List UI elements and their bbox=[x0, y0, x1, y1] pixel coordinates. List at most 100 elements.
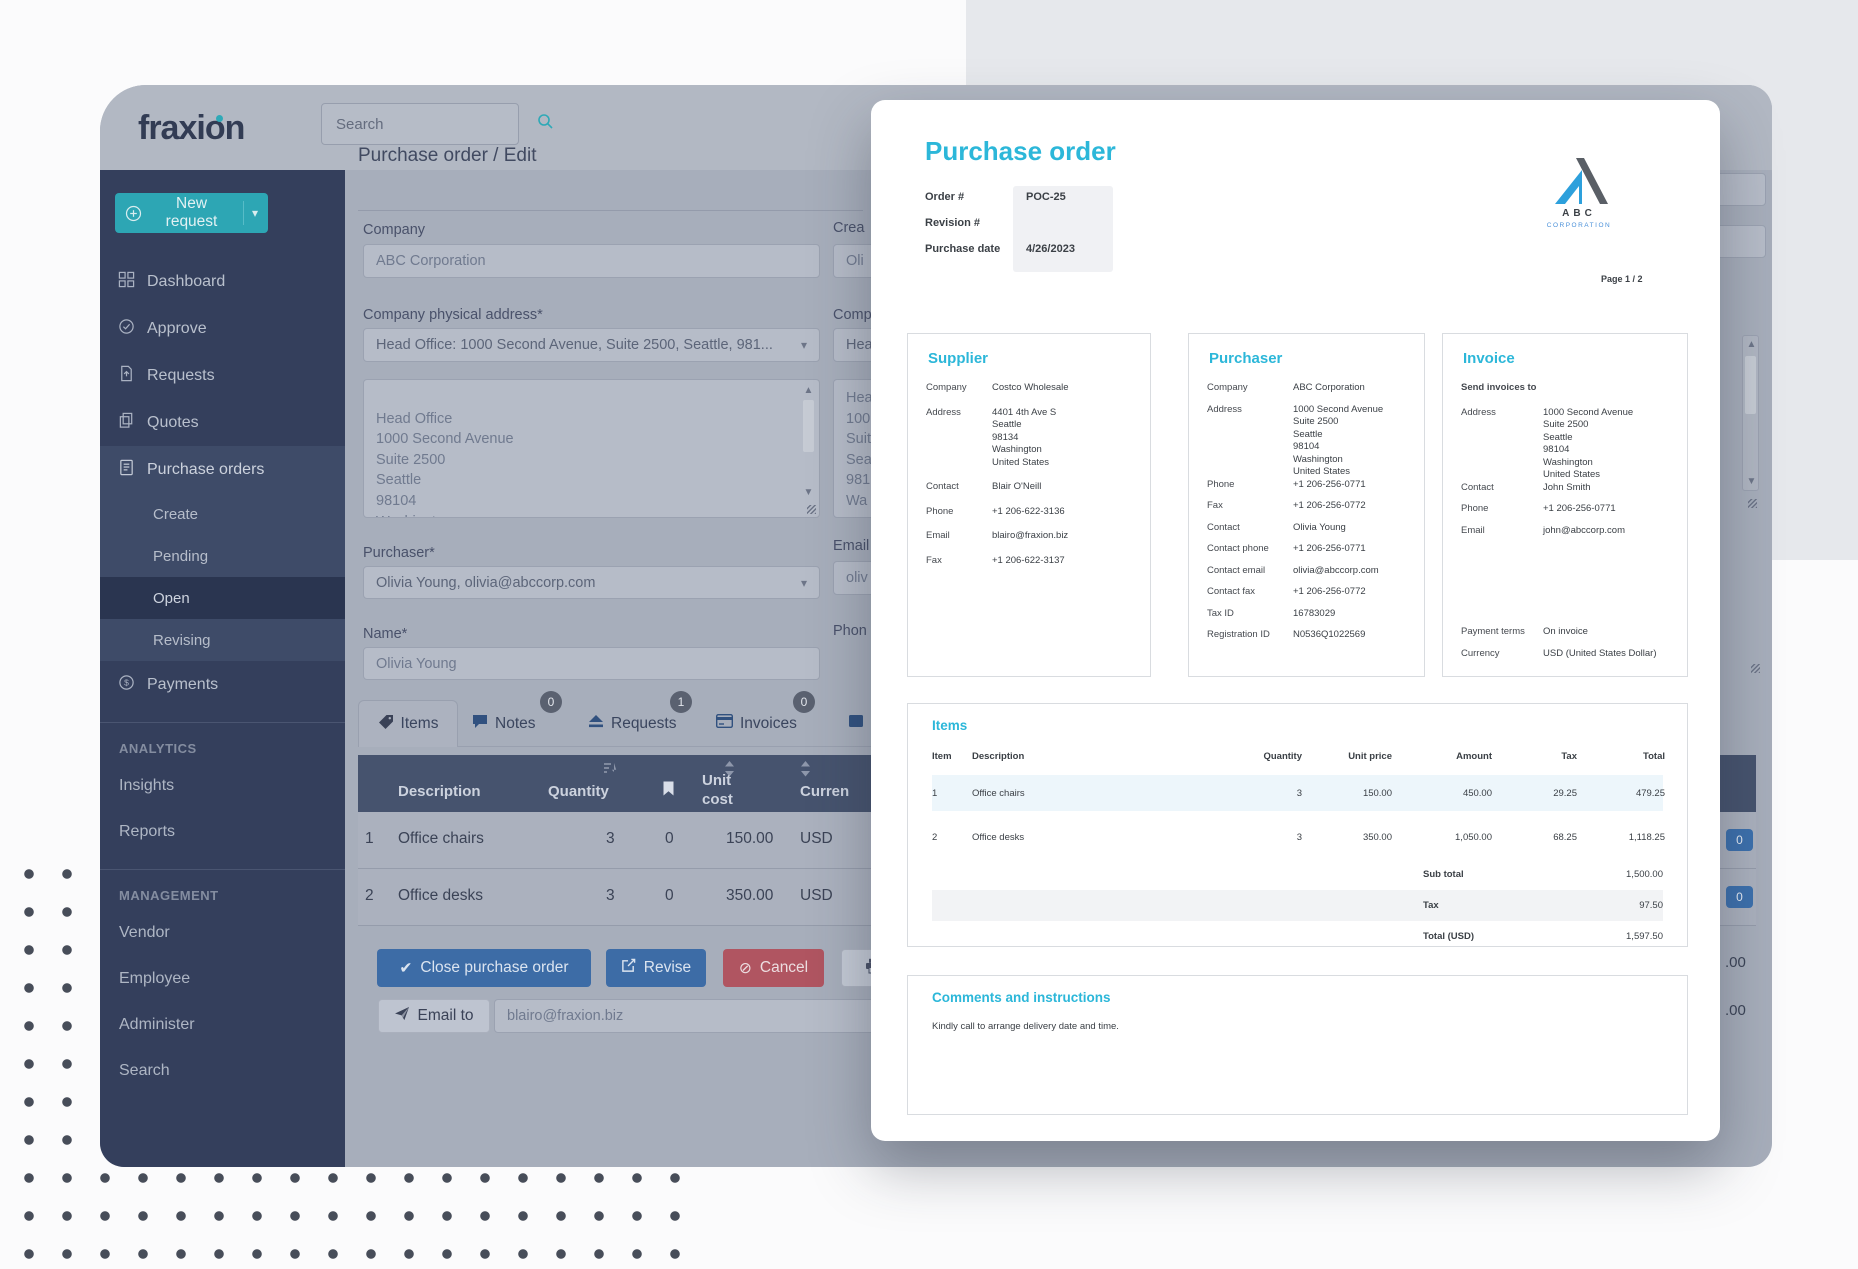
sidebar-item-approve[interactable]: Approve bbox=[100, 305, 345, 352]
sidebar-item-employee[interactable]: Employee bbox=[100, 956, 345, 1002]
subtotal-label: Sub total bbox=[1423, 869, 1464, 880]
purchaser-value: Olivia Young, olivia@abccorp.com bbox=[376, 574, 596, 591]
chevron-down-icon[interactable]: ▾ bbox=[251, 206, 258, 220]
col-quantity[interactable]: Quantity bbox=[548, 783, 609, 800]
col-item: Item bbox=[932, 750, 952, 762]
scroll-down-icon[interactable]: ▼ bbox=[1746, 476, 1757, 487]
chevron-down-icon: ▾ bbox=[800, 338, 807, 352]
sidebar-item-insights[interactable]: Insights bbox=[100, 763, 345, 809]
tab-notes[interactable]: Notes bbox=[472, 700, 536, 747]
purchaser-select[interactable]: Olivia Young, olivia@abccorp.com ▾ bbox=[363, 566, 820, 599]
sidebar-item-payments[interactable]: $ Payments bbox=[100, 661, 345, 708]
sidebar-item-dashboard[interactable]: Dashboard bbox=[100, 258, 345, 305]
sidebar-item-po-pending[interactable]: Pending bbox=[100, 535, 345, 577]
field-label: Phone bbox=[1461, 503, 1489, 514]
sidebar-item-requests[interactable]: Requests bbox=[100, 352, 345, 399]
items-header-row: Item Description Quantity Unit price Amo… bbox=[932, 743, 1665, 769]
cancel-button[interactable]: ⊘ Cancel bbox=[723, 949, 824, 987]
field-row: Fax +1 206-256-0772 bbox=[1207, 500, 1406, 513]
company-address-select[interactable]: Head Office: 1000 Second Avenue, Suite 2… bbox=[363, 328, 820, 362]
new-request-button[interactable]: New request ▾ bbox=[115, 193, 268, 233]
row-count-badge[interactable]: 0 bbox=[1726, 886, 1753, 908]
textarea-scrollbar[interactable]: ▲ ▼ bbox=[801, 383, 816, 514]
field-row: Email blairo@fraxion.biz bbox=[926, 530, 1132, 543]
tab-invoices[interactable]: Invoices bbox=[715, 700, 797, 747]
field-label: Email bbox=[1461, 524, 1485, 536]
revise-button[interactable]: Revise bbox=[606, 949, 706, 987]
scrollbar-thumb[interactable] bbox=[1745, 356, 1756, 414]
right-scrollbar[interactable]: ▲ ▼ bbox=[1742, 335, 1759, 491]
cell-quantity: 3 bbox=[1296, 787, 1302, 799]
sidebar-item-label: Requests bbox=[147, 366, 215, 384]
currency-row: Currency USD (United States Dollar) bbox=[1461, 648, 1669, 661]
sidebar-item-po-revising[interactable]: Revising bbox=[100, 619, 345, 661]
field-value: Olivia Young bbox=[1293, 521, 1346, 533]
tab-items[interactable]: Items bbox=[358, 700, 458, 747]
sidebar-divider bbox=[100, 869, 345, 870]
sub-item-label: Pending bbox=[153, 547, 209, 565]
field-value: ABC Corporation bbox=[1293, 382, 1365, 393]
sidebar-item-label: Reports bbox=[119, 823, 176, 840]
resize-handle[interactable] bbox=[806, 504, 817, 515]
email-to-button[interactable]: Email to bbox=[378, 999, 490, 1033]
plus-circle-icon bbox=[125, 205, 142, 222]
resize-handle[interactable] bbox=[1750, 663, 1761, 674]
global-search[interactable] bbox=[321, 103, 553, 145]
item-row: 1 Office chairs 3 150.00 450.00 29.25 47… bbox=[932, 775, 1665, 811]
abc-logo-text: ABC bbox=[1562, 208, 1596, 219]
sort-amount-icon[interactable] bbox=[603, 761, 617, 782]
field-row: Contact fax +1 206-256-0772 bbox=[1207, 586, 1406, 599]
field-value: john@abccorp.com bbox=[1543, 524, 1625, 536]
email-to-field[interactable]: blairo@fraxion.biz bbox=[494, 999, 894, 1033]
col-description[interactable]: Description bbox=[398, 783, 481, 800]
sidebar-item-quotes[interactable]: Quotes bbox=[100, 399, 345, 446]
sidebar-item-po-open[interactable]: Open bbox=[100, 577, 345, 619]
sort-icon[interactable] bbox=[724, 761, 735, 782]
field-value: N0536Q1022569 bbox=[1293, 629, 1366, 640]
cell-amount: 450.00 bbox=[1462, 787, 1492, 799]
sidebar-item-vendor[interactable]: Vendor bbox=[100, 910, 345, 956]
svg-text:$: $ bbox=[124, 677, 129, 687]
sub-item-label: Create bbox=[153, 505, 199, 523]
bookmark-icon[interactable] bbox=[663, 781, 674, 801]
company-address-label: Company physical address* bbox=[363, 307, 543, 323]
sort-icon[interactable] bbox=[800, 761, 811, 782]
sidebar-item-purchase-orders[interactable]: Purchase orders bbox=[100, 446, 345, 493]
meta-value-background bbox=[1013, 186, 1113, 272]
scroll-down-icon[interactable]: ▼ bbox=[803, 487, 814, 498]
field-value: 4401 4th Ave S Seattle 98134 Washington … bbox=[992, 406, 1057, 468]
nav-list: Dashboard Approve Requests Quotes bbox=[100, 258, 345, 1094]
company-postal-label-fragment: Comp bbox=[833, 307, 872, 323]
sidebar-item-administer[interactable]: Administer bbox=[100, 1002, 345, 1048]
field-label: Email bbox=[926, 530, 950, 541]
scroll-up-icon[interactable]: ▲ bbox=[1746, 339, 1757, 350]
subtotal-row: Sub total 1,500.00 bbox=[932, 859, 1663, 890]
invoices-count-badge: 0 bbox=[793, 691, 815, 713]
sidebar-item-po-create[interactable]: Create bbox=[100, 493, 345, 535]
row-count-badge[interactable]: 0 bbox=[1726, 829, 1753, 851]
company-field[interactable]: ABC Corporation bbox=[363, 244, 820, 278]
field-label: Payment terms bbox=[1461, 626, 1525, 637]
close-purchase-order-button[interactable]: ✔ Close purchase order bbox=[377, 949, 591, 987]
cell-unit-price: 150.00 bbox=[1362, 787, 1392, 799]
search-icon[interactable] bbox=[537, 113, 554, 135]
row-unit-cost: 350.00 bbox=[726, 887, 774, 904]
sidebar-item-reports[interactable]: Reports bbox=[100, 809, 345, 855]
scrollbar-thumb[interactable] bbox=[803, 400, 814, 452]
row-quantity: 3 bbox=[606, 830, 615, 847]
scroll-up-icon[interactable]: ▲ bbox=[803, 385, 814, 396]
company-address-textarea[interactable]: Head Office 1000 Second Avenue Suite 250… bbox=[363, 379, 820, 518]
field-row: Phone +1 206-256-0771 bbox=[1207, 479, 1406, 492]
sidebar-item-label: Quotes bbox=[147, 413, 199, 431]
cell-tax: 29.25 bbox=[1553, 787, 1577, 799]
col-currency-fragment[interactable]: Curren bbox=[800, 783, 850, 800]
tab-requests[interactable]: Requests bbox=[588, 700, 676, 747]
sidebar-item-search[interactable]: Search bbox=[100, 1048, 345, 1094]
name-field[interactable]: Olivia Young bbox=[363, 647, 820, 680]
resize-handle[interactable] bbox=[1747, 498, 1758, 509]
eject-icon bbox=[588, 714, 611, 734]
company-label: Company bbox=[363, 222, 426, 238]
col-unit-cost[interactable]: Unit cost bbox=[702, 772, 733, 808]
search-input[interactable] bbox=[334, 114, 537, 134]
